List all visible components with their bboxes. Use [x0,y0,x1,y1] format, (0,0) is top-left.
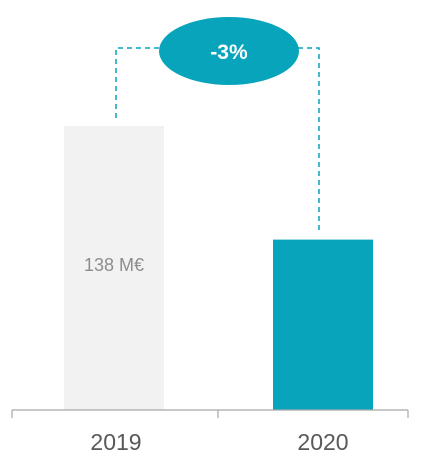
x-axis-tick-labels: 2019 2020 [90,429,348,455]
value-label-2020: 134 M€ [293,265,353,285]
bar-2019 [64,126,164,410]
change-badge-label: -3% [210,41,248,64]
tick-label-2019: 2019 [90,429,141,455]
bars-group [64,126,373,410]
change-badge-ellipse [159,17,299,85]
change-badge: -3% [159,17,299,85]
x-axis [11,409,409,418]
tick-label-2020: 2020 [297,429,348,455]
value-labels-group: 138 M€ 134 M€ [84,255,353,285]
bar-2020 [273,239,373,410]
value-label-2019: 138 M€ [84,255,144,275]
